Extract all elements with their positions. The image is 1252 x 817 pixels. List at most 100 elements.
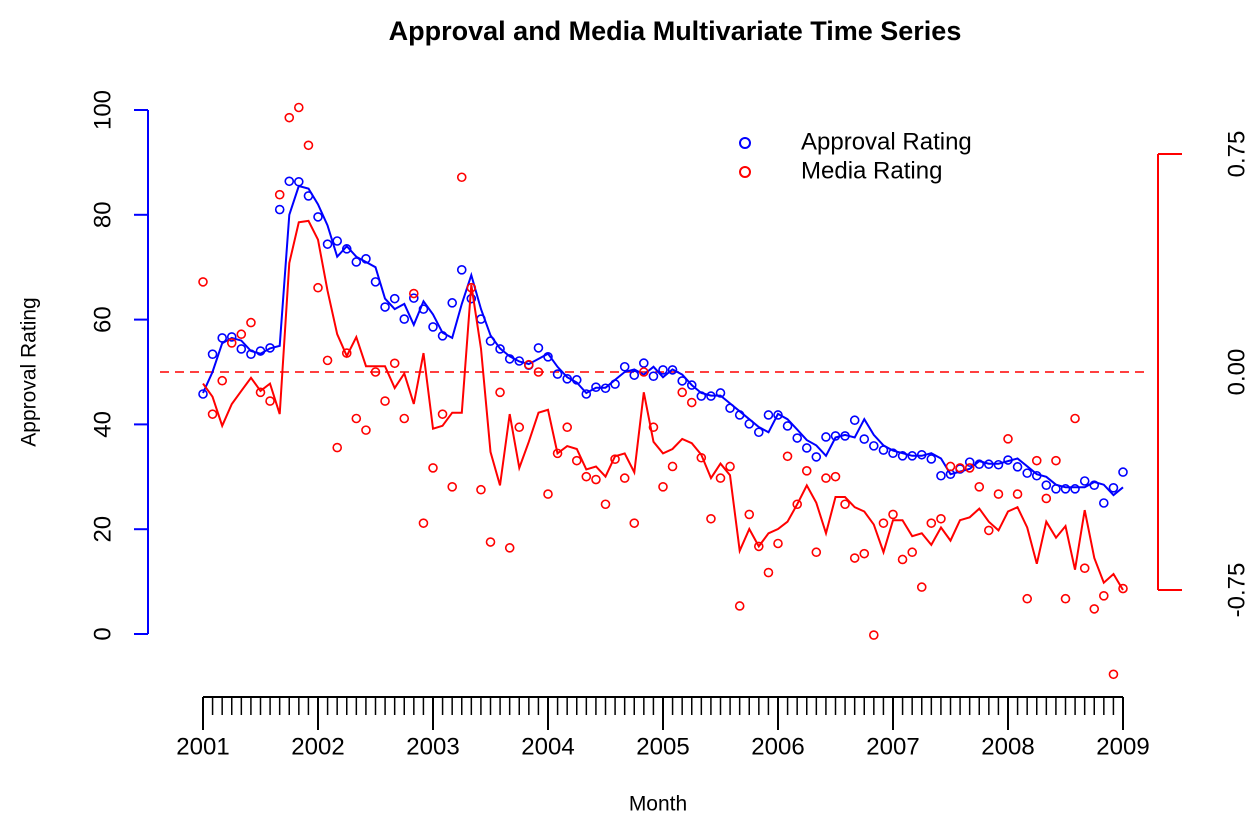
data-point bbox=[878, 445, 889, 455]
x-tick-label: 2005 bbox=[636, 733, 689, 760]
y2-tick-label: 0.75 bbox=[1223, 131, 1250, 178]
data-point bbox=[610, 454, 620, 465]
series-line bbox=[202, 219, 1124, 591]
data-point bbox=[447, 482, 458, 492]
data-point bbox=[293, 102, 304, 113]
data-point bbox=[888, 448, 898, 459]
x-tick-label: 2004 bbox=[521, 733, 574, 760]
data-point bbox=[1070, 413, 1080, 424]
data-point bbox=[725, 403, 735, 413]
data-point bbox=[581, 471, 592, 482]
data-point bbox=[389, 358, 400, 369]
y-tick-label: 60 bbox=[89, 306, 116, 333]
data-point bbox=[974, 459, 985, 470]
data-point bbox=[849, 553, 860, 563]
data-point bbox=[907, 451, 918, 461]
data-point bbox=[437, 331, 448, 341]
data-point bbox=[600, 383, 611, 394]
data-point bbox=[859, 548, 870, 559]
data-point bbox=[217, 333, 228, 343]
data-point bbox=[495, 344, 505, 354]
data-point bbox=[648, 422, 659, 433]
data-point bbox=[1022, 468, 1033, 478]
data-point bbox=[830, 471, 841, 482]
data-point bbox=[466, 282, 477, 293]
data-point bbox=[293, 176, 304, 187]
data-point bbox=[351, 257, 362, 267]
data-point bbox=[504, 354, 515, 364]
data-point bbox=[1079, 563, 1090, 574]
data-point bbox=[1022, 593, 1033, 604]
data-point bbox=[821, 473, 831, 483]
data-point bbox=[1031, 455, 1042, 466]
data-point bbox=[562, 422, 573, 433]
x-tick-label: 2003 bbox=[406, 733, 459, 760]
legend-symbol bbox=[739, 137, 751, 149]
data-point bbox=[351, 413, 362, 424]
data-point bbox=[811, 547, 822, 558]
legend-label: Approval Rating bbox=[801, 128, 972, 155]
data-point bbox=[763, 567, 774, 578]
data-point bbox=[993, 459, 1004, 470]
data-point bbox=[284, 112, 295, 123]
data-point bbox=[533, 367, 544, 377]
data-point bbox=[361, 254, 371, 264]
data-point bbox=[648, 371, 659, 381]
series-line bbox=[202, 184, 1124, 497]
data-point bbox=[916, 449, 927, 460]
data-point bbox=[859, 434, 870, 444]
data-point bbox=[686, 397, 697, 408]
y-tick-label: 0 bbox=[89, 627, 116, 640]
data-point bbox=[734, 601, 745, 611]
data-point bbox=[485, 336, 496, 346]
data-point bbox=[1060, 484, 1071, 494]
data-point bbox=[1070, 484, 1080, 494]
x-tick-label: 2007 bbox=[866, 733, 919, 760]
data-point bbox=[207, 349, 218, 359]
data-point bbox=[706, 513, 716, 524]
x-tick-label: 2009 bbox=[1096, 733, 1149, 760]
data-point bbox=[686, 380, 697, 390]
x-axis-label: Month bbox=[629, 793, 687, 816]
data-point bbox=[763, 410, 774, 420]
data-point bbox=[332, 442, 343, 453]
data-point bbox=[380, 302, 390, 312]
data-point bbox=[782, 421, 793, 431]
data-point bbox=[418, 304, 429, 314]
data-point bbox=[399, 413, 410, 424]
x-tick-label: 2006 bbox=[751, 733, 804, 760]
data-point bbox=[571, 455, 582, 466]
data-point bbox=[322, 239, 333, 249]
data-point bbox=[274, 189, 285, 200]
data-point bbox=[936, 470, 946, 481]
data-point bbox=[715, 388, 726, 398]
y2-tick-label: -0.75 bbox=[1223, 563, 1250, 618]
data-point bbox=[936, 513, 946, 524]
data-point bbox=[840, 431, 850, 441]
data-point bbox=[667, 365, 678, 375]
data-point bbox=[533, 343, 544, 353]
data-point bbox=[591, 382, 601, 392]
data-point bbox=[868, 441, 879, 451]
data-point bbox=[1012, 462, 1023, 472]
data-point bbox=[198, 389, 208, 399]
data-point bbox=[926, 454, 937, 464]
data-point bbox=[792, 499, 803, 510]
data-point bbox=[399, 314, 410, 324]
data-point bbox=[1079, 476, 1090, 486]
data-point bbox=[983, 525, 994, 536]
data-point bbox=[801, 443, 812, 453]
data-point bbox=[303, 140, 314, 151]
data-point bbox=[916, 582, 927, 592]
y2-tick-label: 0.00 bbox=[1223, 349, 1250, 396]
data-point bbox=[571, 375, 582, 385]
data-point bbox=[753, 427, 764, 438]
data-point bbox=[840, 499, 850, 510]
data-point bbox=[955, 463, 965, 473]
data-point bbox=[830, 431, 841, 441]
data-point bbox=[897, 451, 908, 461]
data-point bbox=[983, 459, 994, 470]
data-point bbox=[1118, 583, 1128, 594]
data-point bbox=[1041, 480, 1052, 490]
data-point bbox=[1089, 480, 1100, 490]
